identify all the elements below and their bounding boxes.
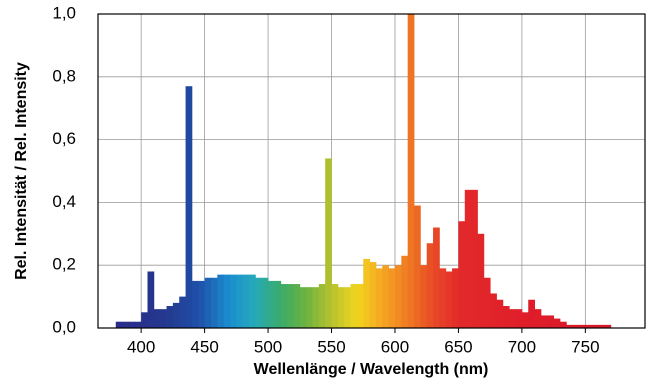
bar [172, 302, 180, 328]
bar [166, 306, 174, 328]
bar [141, 312, 148, 328]
x-tick-label: 500 [254, 337, 282, 356]
bar [122, 321, 129, 328]
x-axis-title: Wellenlänge / Wavelength (nm) [254, 361, 489, 378]
bar [369, 262, 377, 328]
bar [287, 284, 294, 328]
bar [312, 287, 320, 328]
bar [591, 324, 599, 328]
bar [274, 280, 282, 328]
plot-frame [97, 13, 646, 329]
bar [147, 271, 155, 328]
bar [477, 233, 485, 328]
bar [299, 287, 307, 328]
bar [261, 277, 269, 328]
bar [191, 280, 199, 328]
bar [280, 284, 288, 328]
bar [394, 265, 402, 328]
bar [249, 274, 256, 328]
x-tick-label: 650 [444, 337, 472, 356]
bar [223, 274, 231, 328]
y-tick-label: 1,0 [52, 3, 76, 22]
bar [458, 221, 466, 328]
x-tick-label: 700 [508, 337, 536, 356]
bar [540, 315, 548, 328]
bar [420, 265, 428, 328]
bar [306, 287, 313, 328]
y-tick-label: 0,0 [52, 317, 76, 336]
bar [185, 86, 193, 328]
bar [445, 271, 453, 328]
bar [515, 309, 523, 328]
bar [160, 309, 167, 328]
bar [344, 287, 351, 328]
bar [134, 321, 142, 328]
bar [572, 324, 580, 328]
bar [534, 309, 542, 328]
y-tick-label: 0,2 [52, 255, 76, 274]
bar [268, 280, 275, 328]
bar [490, 293, 497, 328]
bar [414, 205, 421, 328]
bar [604, 324, 612, 328]
y-tick-label: 0,4 [52, 192, 76, 211]
bar [375, 268, 383, 328]
bar [407, 14, 415, 328]
bar [426, 243, 434, 328]
bar [337, 287, 345, 328]
x-tick-label: 400 [127, 337, 155, 356]
bar [547, 315, 555, 328]
bar [128, 321, 136, 328]
bar [464, 189, 472, 328]
x-tick-label: 450 [190, 337, 218, 356]
bar [496, 299, 504, 328]
bar [115, 321, 123, 328]
bar [521, 312, 529, 328]
bar [483, 277, 491, 328]
bar [236, 274, 244, 328]
bar [217, 274, 225, 328]
bar [198, 280, 206, 328]
bar [325, 158, 332, 328]
bar [242, 274, 250, 328]
bar [559, 321, 567, 328]
bar [204, 277, 212, 328]
bar [293, 284, 301, 328]
y-axis-title: Rel. Intensität / Rel. Intensity [13, 62, 30, 280]
bar [471, 189, 478, 328]
y-tick-label: 0,8 [52, 66, 76, 85]
bar [509, 309, 516, 328]
bar [401, 255, 409, 328]
bar [579, 324, 586, 328]
bar [229, 274, 237, 328]
x-tick-label: 750 [571, 337, 599, 356]
bar [433, 227, 440, 328]
y-tick-label: 0,6 [52, 129, 76, 148]
bar [553, 318, 561, 328]
bar [585, 324, 593, 328]
bar [210, 277, 218, 328]
bar [331, 284, 339, 328]
bar [439, 268, 447, 328]
x-tick-label: 600 [381, 337, 409, 356]
x-tick-label: 550 [317, 337, 345, 356]
bar [566, 324, 574, 328]
bar [452, 268, 459, 328]
bar [318, 284, 326, 328]
bar [598, 324, 605, 328]
bar [356, 284, 364, 328]
bar [179, 296, 186, 328]
bar [255, 277, 263, 328]
bar [388, 268, 396, 328]
bar [528, 299, 535, 328]
bar [502, 306, 510, 328]
bar [153, 309, 161, 328]
bar [382, 265, 390, 328]
bar [363, 258, 370, 328]
bar [350, 284, 358, 328]
